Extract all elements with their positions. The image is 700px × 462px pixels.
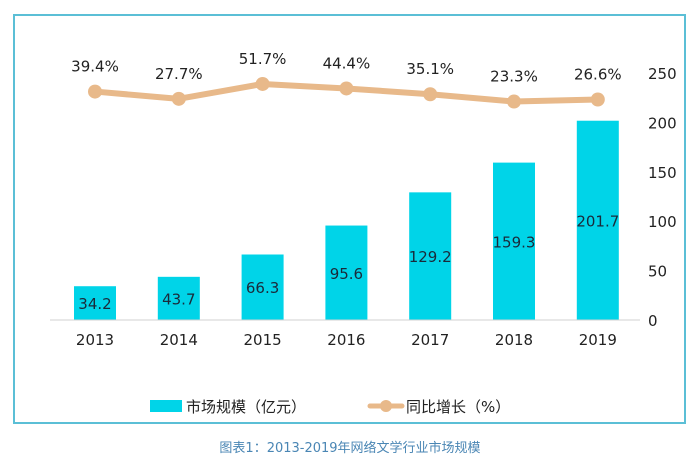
y-tick-50: 50 (648, 263, 667, 281)
bar-label-2014: 43.7 (162, 290, 195, 308)
x-tick-2013: 2013 (76, 331, 114, 349)
growth-point-2015 (255, 76, 270, 91)
growth-label-2015: 51.7% (239, 50, 287, 68)
growth-point-2018 (507, 94, 521, 109)
growth-point-2013 (88, 84, 102, 99)
x-tick-2014: 2014 (160, 331, 198, 349)
bar-2019 (576, 120, 619, 320)
legend-bar-label: 市场规模（亿元） (186, 398, 306, 416)
bar-label-2015: 66.3 (246, 279, 279, 297)
growth-label-2018: 23.3% (490, 68, 538, 86)
growth-label-2019: 26.6% (574, 66, 622, 84)
growth-label-2016: 44.4% (323, 54, 371, 72)
legend-line-label: 同比增长（%） (406, 398, 510, 416)
bar-2014 (157, 276, 200, 320)
growth-label-2017: 35.1% (406, 60, 454, 78)
x-tick-2019: 2019 (579, 331, 617, 349)
growth-label-2014: 27.7% (155, 65, 203, 83)
growth-point-2014 (171, 91, 186, 106)
bar-2017 (409, 192, 452, 320)
y-tick-150: 150 (648, 164, 677, 182)
bar-2015 (241, 254, 284, 320)
x-tick-2017: 2017 (411, 331, 449, 349)
y-tick-0: 0 (648, 312, 658, 330)
x-tick-2018: 2018 (495, 331, 533, 349)
legend-bar-swatch (150, 400, 182, 412)
legend-line-marker (380, 400, 392, 412)
bar-2016 (325, 225, 368, 320)
x-tick-2015: 2015 (244, 331, 282, 349)
bar-2018 (493, 162, 535, 320)
bar-label-2017: 129.2 (409, 248, 452, 266)
chart-caption: 图表1：2013-2019年网络文学行业市场规模 (219, 440, 480, 456)
bar-label-2016: 95.6 (330, 265, 363, 283)
bar-2013 (74, 286, 116, 320)
growth-point-2019 (590, 92, 605, 107)
growth-point-2017 (423, 87, 438, 102)
y-tick-100: 100 (648, 213, 677, 231)
y-tick-250: 250 (648, 65, 677, 83)
bar-label-2018: 159.3 (493, 233, 536, 251)
x-tick-2016: 2016 (327, 331, 365, 349)
bar-label-2013: 34.2 (78, 295, 111, 313)
y-tick-200: 200 (648, 114, 677, 132)
growth-point-2016 (339, 81, 354, 96)
legend: 市场规模（亿元） 同比增长（%） (150, 398, 510, 416)
growth-label-2013: 39.4% (71, 58, 119, 76)
bar-label-2019: 201.7 (576, 212, 619, 230)
